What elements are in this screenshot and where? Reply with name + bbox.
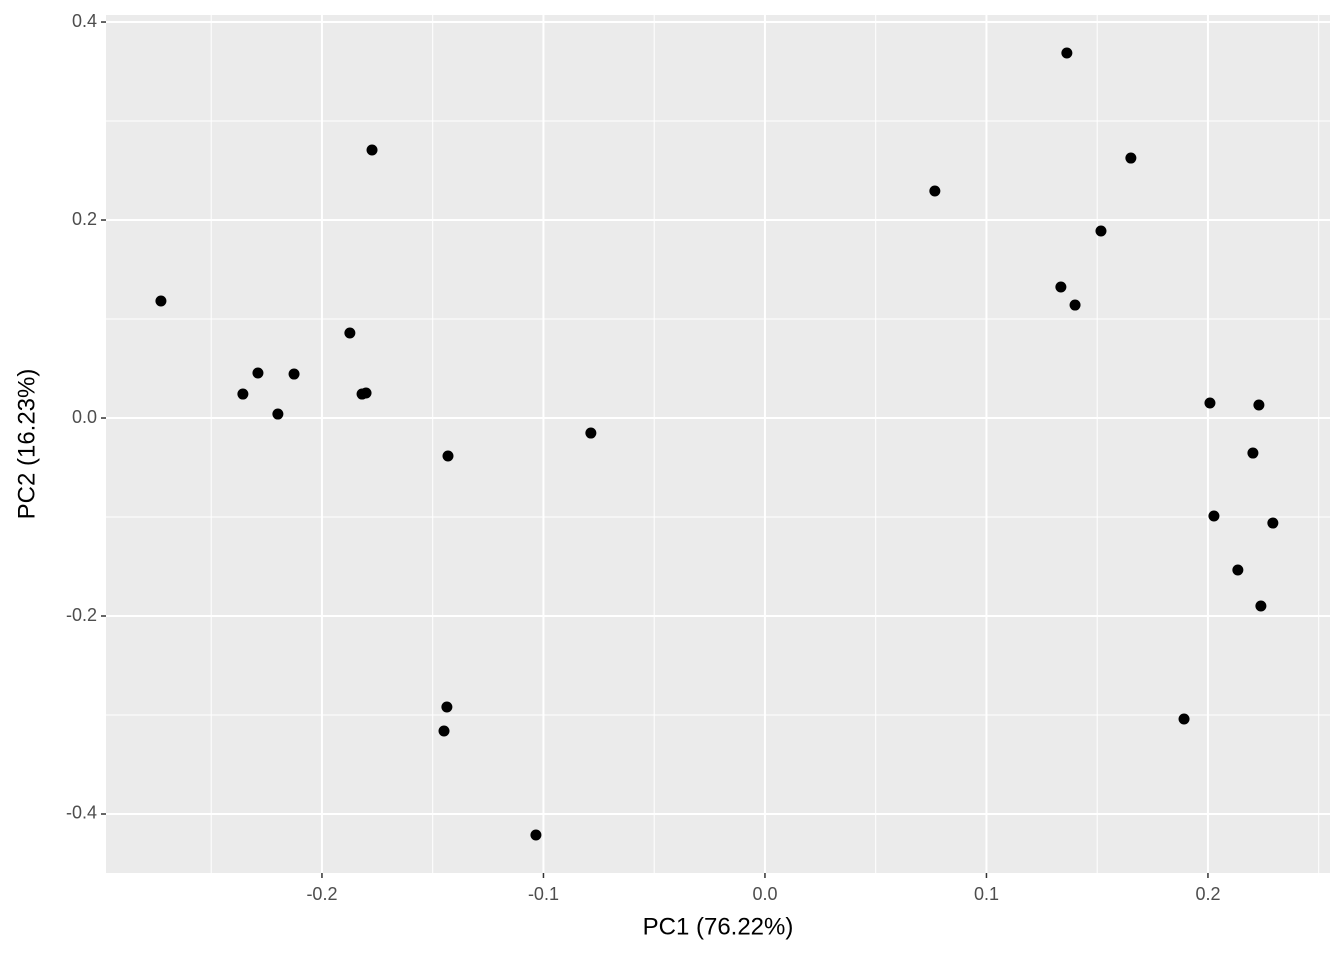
point — [585, 427, 597, 439]
x-tick-label: -0.2 — [306, 884, 337, 904]
x-tick-label: -0.1 — [528, 884, 559, 904]
x-axis-title: PC1 (76.22%) — [643, 913, 794, 940]
y-tick-label: 0.2 — [72, 209, 97, 229]
point — [442, 450, 454, 462]
y-axis-title: PC2 (16.23%) — [13, 369, 40, 520]
point — [360, 387, 372, 399]
point — [1178, 713, 1190, 725]
grid — [106, 15, 1330, 873]
y-tick-label: -0.4 — [66, 803, 97, 823]
point — [272, 408, 284, 420]
point — [1255, 600, 1267, 612]
point — [1208, 510, 1220, 522]
points — [155, 47, 1279, 841]
point — [1069, 299, 1081, 311]
point — [1204, 397, 1216, 409]
x-tick-label: 0.1 — [974, 884, 999, 904]
point — [1267, 517, 1279, 529]
point — [1095, 225, 1107, 237]
point — [929, 185, 941, 197]
point — [252, 367, 264, 379]
point — [530, 829, 542, 841]
point — [1055, 281, 1067, 293]
point — [155, 295, 167, 307]
point — [441, 701, 453, 713]
x-tick-label: 0.2 — [1195, 884, 1220, 904]
point — [1253, 399, 1265, 411]
y-tick-label: -0.2 — [66, 605, 97, 625]
point — [366, 144, 378, 156]
point — [1232, 564, 1244, 576]
y-tick-label: 0.0 — [72, 407, 97, 427]
point — [288, 368, 300, 380]
panel — [106, 15, 1330, 873]
point — [1247, 447, 1259, 459]
point — [438, 725, 450, 737]
point — [1125, 152, 1137, 164]
x-tick-label: 0.0 — [752, 884, 777, 904]
point — [237, 388, 249, 400]
point — [1061, 47, 1073, 59]
y-tick-label: 0.4 — [72, 11, 97, 31]
point — [344, 327, 356, 339]
